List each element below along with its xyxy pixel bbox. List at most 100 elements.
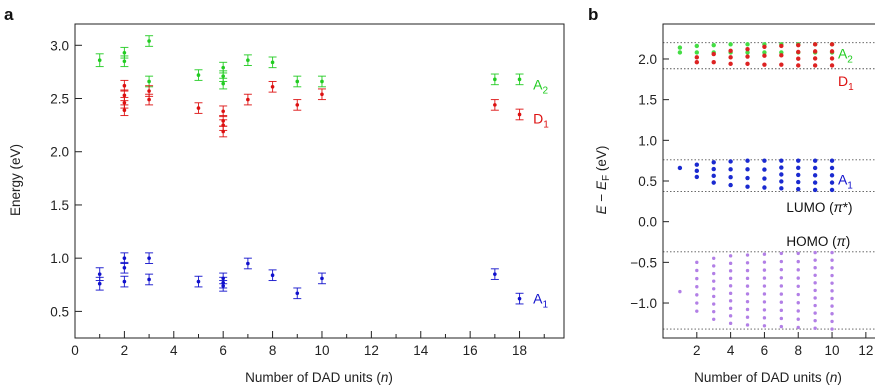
data-point [515, 73, 524, 86]
data-point [268, 269, 277, 282]
band-dot [694, 162, 700, 167]
point-marker [270, 273, 275, 278]
panel-a-x-axis-label: Number of DAD units (n) [245, 370, 393, 385]
band-dot [830, 312, 834, 316]
band-label-D1: D1 [838, 73, 854, 93]
data-point [194, 69, 203, 81]
data-point [490, 99, 499, 111]
band-dot [728, 299, 733, 303]
x-tick-label: 16 [463, 343, 478, 358]
panel-b-x-axis-label: Number of DAD units (n) [694, 370, 842, 385]
band-dot [762, 268, 767, 272]
band-dot [779, 179, 784, 184]
band-dot [829, 187, 835, 193]
point-marker [122, 83, 127, 88]
band-dot [762, 284, 767, 288]
band-dot [728, 276, 733, 281]
point-marker [246, 58, 250, 62]
band-dot [728, 159, 733, 164]
band-dot [779, 172, 784, 177]
data-point [243, 54, 252, 67]
x-tick-label: 14 [413, 343, 429, 358]
data-point [317, 75, 326, 88]
band-dot [712, 302, 716, 306]
band-dot [796, 317, 800, 321]
y-tick-label: 1.0 [638, 133, 657, 148]
band-dot [745, 167, 750, 172]
band-dot [695, 260, 699, 265]
panel-b: b 2 4 6 8 10 12 −1.0 −0.5 0.0 0.5 1.0 1.5 2.0 A2 D1 A1… [588, 5, 875, 385]
band-dot [796, 251, 800, 256]
band-dot [796, 268, 800, 272]
point-marker [320, 79, 324, 84]
band-dot [779, 53, 784, 58]
panel-b-reference-lines [663, 42, 875, 330]
panel-b-band-labels: A2 D1 A1 LUMO (π*) HOMO (π) [786, 45, 854, 249]
point-marker [221, 65, 225, 70]
data-point [120, 261, 129, 274]
band-dot [712, 264, 716, 268]
data-point [95, 53, 104, 68]
data-point [268, 56, 277, 69]
data-point [145, 252, 154, 264]
band-dot [796, 165, 801, 170]
band-dot [812, 173, 818, 178]
band-dot [677, 50, 683, 55]
band-dot [779, 62, 784, 67]
point-marker [221, 284, 225, 288]
band-dot [695, 276, 699, 281]
y-tick-label: 1.0 [50, 251, 69, 266]
band-dot [830, 319, 834, 324]
band-dot [796, 325, 800, 330]
band-dot [694, 50, 700, 55]
band-dot [813, 311, 817, 315]
data-point [219, 280, 228, 292]
band-dot [762, 176, 767, 181]
point-marker [122, 265, 127, 270]
x-tick-label: 6 [761, 343, 769, 358]
band-dot [796, 301, 800, 305]
band-dot [745, 184, 750, 189]
band-dot [711, 60, 716, 65]
band-dot [779, 308, 784, 313]
band-dot [813, 266, 817, 270]
band-dot [695, 285, 699, 289]
band-dot [745, 292, 750, 296]
x-tick-label: 2 [121, 343, 129, 358]
band-dot [813, 273, 817, 277]
x-tick-label: 8 [794, 343, 802, 358]
band-dot [779, 43, 784, 49]
point-marker [221, 109, 225, 114]
data-point [268, 80, 277, 93]
point-marker [196, 73, 201, 77]
band-dot [762, 44, 767, 49]
band-dot [762, 50, 767, 55]
band-dot [745, 54, 750, 59]
band-dot [796, 63, 801, 68]
band-dot [695, 293, 699, 297]
band-dot [711, 166, 716, 172]
band-dot [812, 42, 818, 47]
data-point [120, 55, 129, 68]
band-dot [779, 324, 784, 329]
band-dot [762, 308, 767, 312]
data-point [95, 276, 104, 291]
band-dot [745, 175, 750, 181]
band-dot [712, 256, 716, 260]
data-point [219, 125, 228, 138]
panel-b-ticks: 2 4 6 8 10 12 −1.0 −0.5 0.0 0.5 1.0 1.5 2.0 [630, 52, 873, 358]
x-tick-label: 4 [170, 343, 178, 358]
point-marker [122, 93, 127, 98]
band-dot [812, 49, 818, 54]
band-dot [711, 173, 716, 179]
band-dot [796, 172, 801, 178]
band-dot [711, 42, 716, 48]
band-dot [829, 42, 835, 47]
y-tick-label: 1.5 [50, 198, 69, 213]
point-marker [320, 276, 324, 281]
panel-a-letter: a [4, 5, 14, 24]
panel-a: a 0 2 4 6 8 10 12 14 16 18 0.5 1.0 1.5 2.0 2.5 3.0 A2 D1… [4, 5, 565, 385]
data-point [120, 104, 129, 117]
band-dot [762, 167, 767, 172]
